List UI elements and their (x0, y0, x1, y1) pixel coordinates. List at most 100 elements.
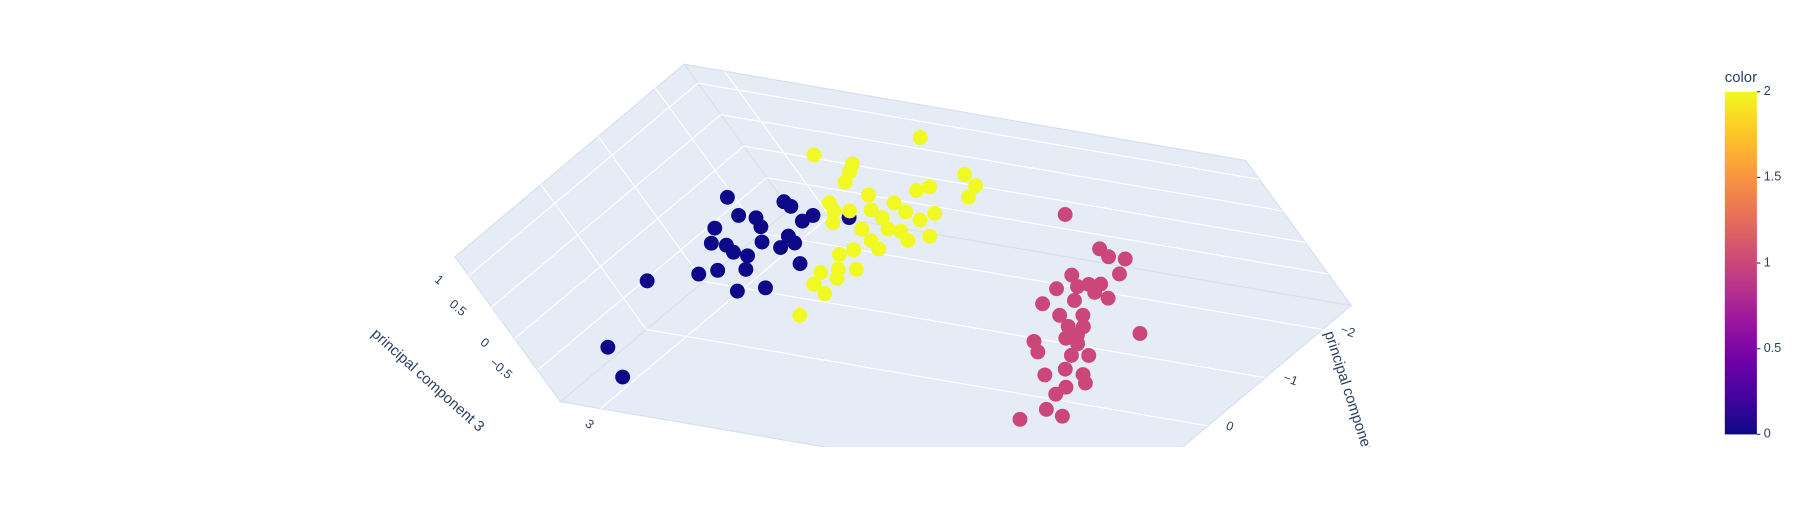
data-point (1057, 361, 1073, 377)
data-point (1100, 290, 1116, 306)
data-point (757, 280, 773, 296)
grid-line (540, 184, 647, 330)
data-point (1030, 344, 1046, 360)
grid-line (646, 328, 1209, 427)
data-point (837, 174, 853, 190)
grid-line (491, 114, 722, 308)
data-point (1066, 293, 1082, 308)
z-tick-label: 1 (432, 272, 446, 287)
data-point (710, 262, 726, 278)
data-point (1038, 401, 1054, 417)
grid-line (514, 145, 745, 340)
y-axis-title: principal component 2 (1321, 329, 1381, 472)
data-point (832, 246, 847, 262)
data-point (740, 248, 756, 264)
colorbar-tick-label: 1.5 (1764, 170, 1782, 184)
data-point (794, 213, 810, 229)
data-point (912, 212, 928, 228)
z-axis-title: principal component 3 (368, 326, 487, 435)
data-point (1112, 266, 1127, 282)
data-point (718, 237, 734, 253)
data-point (792, 256, 808, 272)
side-pane (454, 63, 791, 403)
grid-line (697, 82, 1260, 180)
grid-line (597, 136, 705, 282)
data-point (738, 261, 754, 277)
data-point (829, 270, 845, 286)
data-point (773, 240, 789, 255)
colorbar-tick-label: 2 (1764, 84, 1771, 98)
data-point (1070, 279, 1085, 294)
data-point (753, 219, 769, 235)
data-point (957, 166, 973, 182)
y-tick-label: −1 (1281, 370, 1299, 388)
grid-line (468, 82, 699, 277)
data-point (1063, 347, 1079, 363)
data-point (1069, 327, 1085, 343)
grid-line (655, 87, 762, 234)
data-point (731, 207, 747, 223)
data-point (874, 210, 890, 226)
grid-line (537, 177, 768, 371)
data-point (600, 339, 616, 355)
data-point (900, 233, 916, 249)
data-point (886, 195, 902, 211)
data-point (1035, 296, 1051, 312)
scene: −0.5 0 0.51 −2 −1 0 3 principal component 3 prin… (368, 63, 1381, 472)
grid-line (743, 145, 1306, 244)
data-point (783, 198, 799, 214)
data-point (707, 220, 723, 236)
grid-line (703, 280, 1266, 379)
x-tick-label: 3 (582, 417, 596, 432)
data-point (1012, 411, 1028, 427)
data-point (826, 203, 842, 219)
data-point (1058, 330, 1074, 346)
data-point (912, 130, 928, 145)
data-point (729, 283, 745, 299)
data-point (1057, 207, 1073, 222)
data-point (1048, 386, 1064, 402)
data-point (861, 187, 877, 203)
data-point (848, 262, 864, 277)
data-point (921, 179, 937, 195)
data-point (871, 241, 887, 257)
data-point (703, 235, 719, 251)
colorbar-tick-label: 0 (1764, 427, 1771, 441)
data-point (639, 273, 655, 289)
z-tick-label: 0 (478, 335, 492, 350)
data-point (817, 286, 833, 302)
data-point (961, 189, 976, 205)
y-tick-label: 0 (1224, 419, 1235, 435)
data-point (863, 202, 879, 218)
data-point (1081, 347, 1097, 363)
data-point (792, 307, 808, 323)
grid-line (720, 114, 1283, 212)
data-point (1101, 249, 1117, 265)
grid-line (723, 70, 831, 217)
data-point (1052, 307, 1068, 323)
data-point (1132, 326, 1148, 341)
data-point (719, 189, 735, 205)
data-point (854, 221, 870, 237)
data-point (754, 234, 770, 250)
data-point (1117, 251, 1133, 267)
data-point (1037, 367, 1053, 383)
colorbar-tick-label: 1 (1764, 255, 1771, 269)
data-point (898, 204, 914, 220)
colorbar-tick-label: 0.5 (1764, 341, 1782, 355)
data-point (1077, 375, 1093, 391)
data-point (691, 266, 707, 282)
data-point (846, 242, 862, 258)
data-point (615, 369, 631, 385)
data-point (1075, 307, 1091, 323)
colorbar-gradient (1724, 91, 1757, 435)
y-tick-label: −2 (1339, 322, 1357, 340)
colorbar: color 0 0.5 1 1.5 2 (1724, 70, 1782, 441)
data-point (1087, 284, 1103, 300)
grid-line (766, 177, 1329, 275)
data-point (1054, 408, 1070, 424)
data-point (880, 221, 896, 237)
data-point (842, 203, 858, 219)
data-point (968, 178, 983, 194)
